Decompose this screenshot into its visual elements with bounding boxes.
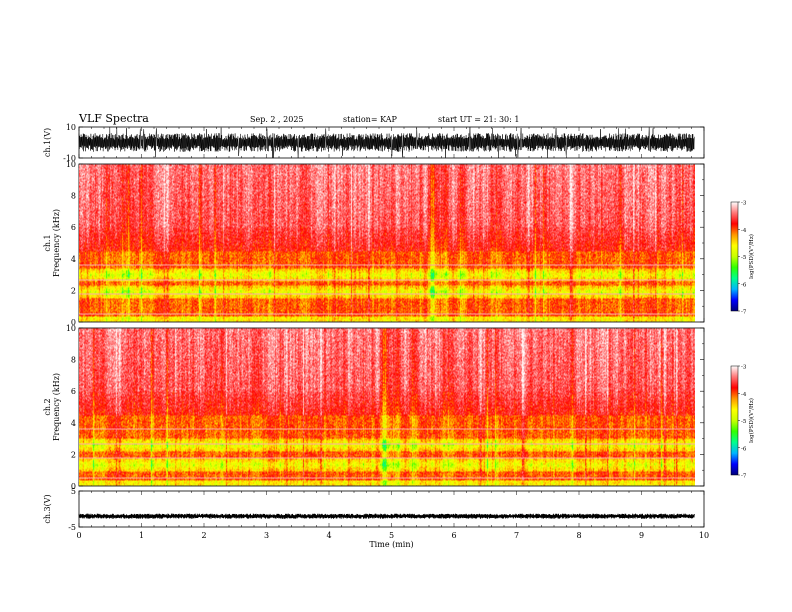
y-axis-label: ch.3(V)	[43, 494, 52, 523]
y-tick-label: -5	[68, 523, 76, 532]
start-time-label: start UT = 21: 30: 1	[438, 115, 519, 124]
y-tick-label: 0	[71, 482, 76, 491]
colorbar-tick-label: -6	[741, 446, 747, 452]
colorbar-bar	[730, 365, 739, 476]
y-tick-label: 6	[71, 387, 76, 396]
x-tick-label: 4	[326, 531, 331, 540]
x-tick-label: 0	[76, 531, 81, 540]
x-tick-label: 2	[201, 531, 206, 540]
y-axis-label: ch.1(V)	[43, 128, 52, 157]
spectrogram-image	[79, 164, 695, 322]
x-tick-label: 1	[139, 531, 144, 540]
colorbar-tick-label: -5	[741, 419, 747, 425]
channel-label: ch.1	[43, 234, 52, 251]
x-tick-label: 8	[576, 531, 581, 540]
x-tick-label: 3	[264, 531, 269, 540]
x-tick-label: 7	[514, 531, 519, 540]
y-tick-label: 2	[71, 286, 76, 295]
x-tick-label: 10	[699, 531, 709, 540]
colorbar-tick-label: -3	[741, 201, 747, 207]
y-tick-label: 8	[71, 356, 76, 365]
colorbar-tick-label: -5	[741, 255, 747, 261]
ch2-spectrogram-panel: 0 2 4 6 8 10 ch.2 Frequency (kHz)	[43, 324, 705, 491]
waveform-trace	[78, 513, 695, 519]
y-tick-label: 6	[71, 223, 76, 232]
colorbar-tick-label: -3	[741, 365, 747, 371]
figure-title: VLF Spectra	[78, 112, 149, 125]
date-label: Sep. 2 , 2025	[250, 115, 304, 124]
y-tick-label: 10	[66, 324, 76, 333]
ch2-colorbar: -3 -4 -5 -6 -7 log(PSD)(V²/Hz)	[730, 365, 755, 480]
x-axis-label: Time (min)	[369, 540, 413, 549]
x-tick-label: 5	[389, 531, 394, 540]
spectrogram-image	[79, 328, 695, 486]
y-tick-label: 4	[71, 255, 76, 264]
y-axis-label: Frequency (kHz)	[52, 373, 61, 441]
colorbar-bar	[730, 201, 739, 312]
time-axis: 0 1 2 3 4 5 6 7 8 9 10 Time (min)	[76, 531, 709, 549]
y-axis-label: Frequency (kHz)	[52, 209, 61, 277]
colorbar-tick-label: -7	[741, 474, 747, 480]
colorbar-tick-label: -7	[741, 310, 747, 316]
y-tick-label: 0	[71, 318, 76, 327]
ch3-waveform-panel: -5 5 ch.3(V)	[43, 487, 705, 532]
colorbar-tick-label: -4	[741, 392, 747, 398]
colorbar-label: log(PSD)(V²/Hz)	[748, 234, 755, 279]
y-tick-label: -10	[63, 154, 76, 163]
colorbar-label: log(PSD)(V²/Hz)	[748, 398, 755, 443]
colorbar-tick-label: -4	[741, 228, 747, 234]
y-tick-label: 2	[71, 450, 76, 459]
y-tick-label: 5	[71, 487, 76, 496]
channel-label: ch.2	[43, 398, 52, 415]
waveform-trace	[78, 127, 695, 158]
colorbar-tick-label: -6	[741, 282, 747, 288]
ch1-colorbar: -3 -4 -5 -6 -7 log(PSD)(V²/Hz)	[730, 201, 755, 316]
y-tick-label: 10	[66, 123, 76, 132]
ch1-waveform-panel: -10 10 ch.1(V)	[43, 123, 705, 163]
station-label: station= KAP	[343, 115, 398, 124]
y-tick-label: 8	[71, 192, 76, 201]
ch1-spectrogram-panel: 0 2 4 6 8 10 ch.1 Frequency (kHz)	[43, 160, 705, 327]
y-tick-label: 4	[71, 419, 76, 428]
panel-frame	[78, 490, 705, 528]
x-tick-label: 9	[639, 531, 644, 540]
x-tick-label: 6	[451, 531, 456, 540]
y-tick-label: 10	[66, 160, 76, 169]
